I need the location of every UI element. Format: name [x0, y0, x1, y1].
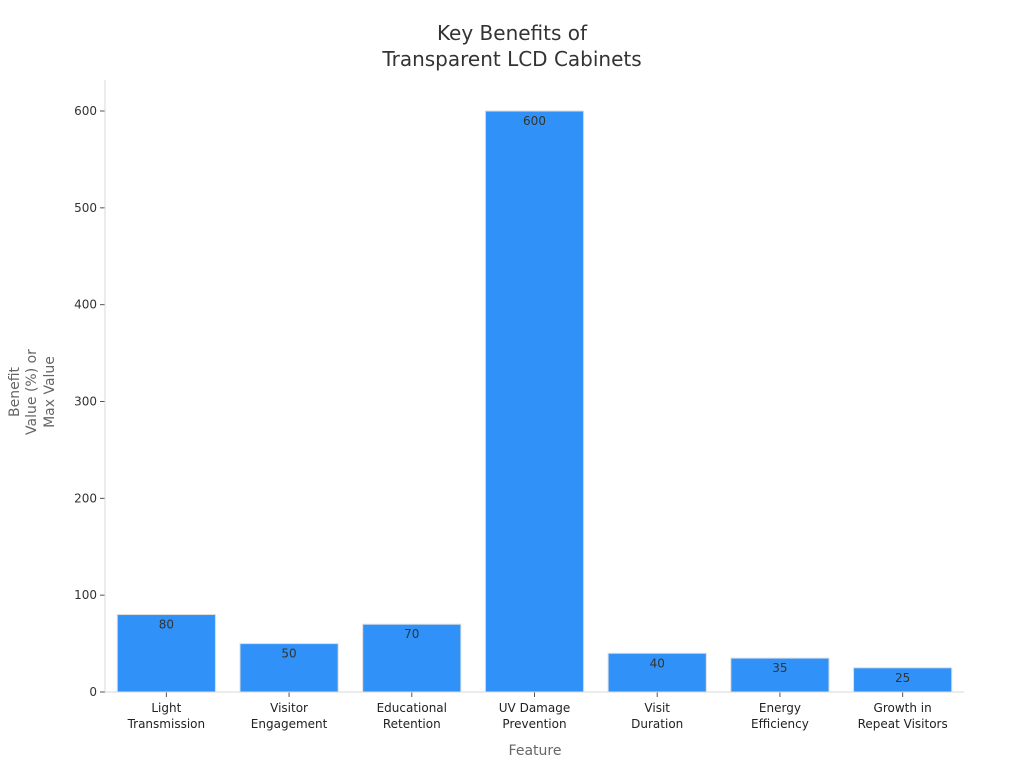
x-tick-label-line: Efficiency — [751, 717, 809, 731]
x-tick-label: Growth in Repeat Visitors — [858, 701, 948, 731]
bar-value-label: 35 — [772, 661, 787, 675]
bar-value-label: 40 — [650, 656, 665, 670]
y-axis-ticks: 0 100 200 300 400 500 600 — [74, 104, 105, 699]
y-tick-label: 0 — [89, 685, 97, 699]
x-tick-label-line: Light — [151, 701, 181, 715]
x-tick-label-line: UV Damage — [499, 701, 570, 715]
x-tick-label-line: Growth in — [874, 701, 932, 715]
x-tick-label-line: Retention — [383, 717, 441, 731]
bar — [362, 623, 462, 693]
y-axis-title-line-2: Value (%) or — [24, 349, 40, 435]
y-tick-label: 400 — [74, 298, 97, 312]
x-axis-ticks: Light Transmission Visitor Engagement Educat… — [127, 692, 948, 731]
bar — [853, 667, 953, 693]
x-tick-label-line: Duration — [631, 717, 683, 731]
x-tick-label: Light Transmission — [127, 701, 206, 731]
chart-title: Key Benefits of Transparent LCD Cabinets — [381, 21, 641, 71]
x-tick-label-line: Repeat Visitors — [858, 717, 948, 731]
x-tick-label-line: Educational — [377, 701, 447, 715]
bar-value-label: 70 — [404, 627, 419, 641]
x-tick-label-line: Prevention — [502, 717, 566, 731]
y-axis-title-line-1: Benefit — [7, 366, 23, 417]
y-tick-label: 600 — [74, 104, 97, 118]
bar — [239, 643, 339, 693]
bar — [484, 110, 585, 693]
chart-title-line-1: Key Benefits of — [437, 21, 588, 45]
x-tick-label-line: Engagement — [251, 717, 328, 731]
x-tick-label-line: Visit — [644, 701, 670, 715]
bar-value-label: 50 — [281, 647, 296, 661]
y-axis-title-line-3: Max Value — [42, 356, 58, 428]
y-tick-label: 200 — [74, 491, 97, 505]
bar-value-label: 25 — [895, 671, 910, 685]
x-tick-label-line: Visitor — [270, 701, 308, 715]
x-tick-label-line: Energy — [759, 701, 801, 715]
x-tick-label: Educational Retention — [377, 701, 447, 731]
data-labels: 80 50 70 600 40 35 25 — [159, 114, 911, 685]
bar — [116, 614, 216, 693]
bar-value-label: 80 — [159, 618, 174, 632]
y-tick-label: 300 — [74, 395, 97, 409]
x-axis-title: Feature — [509, 743, 562, 759]
y-axis-title: Benefit Value (%) or Max Value — [7, 349, 58, 435]
x-tick-label: Visitor Engagement — [251, 701, 328, 731]
x-tick-label-line: Transmission — [127, 717, 206, 731]
bar — [607, 652, 707, 693]
y-tick-label: 100 — [74, 588, 97, 602]
bar-series — [116, 110, 953, 693]
chart-title-line-2: Transparent LCD Cabinets — [381, 47, 641, 71]
x-tick-label: Energy Efficiency — [751, 701, 809, 731]
y-tick-label: 500 — [74, 201, 97, 215]
bar-value-label: 600 — [523, 114, 546, 128]
x-tick-label: Visit Duration — [631, 701, 683, 731]
x-tick-label: UV Damage Prevention — [499, 701, 570, 731]
